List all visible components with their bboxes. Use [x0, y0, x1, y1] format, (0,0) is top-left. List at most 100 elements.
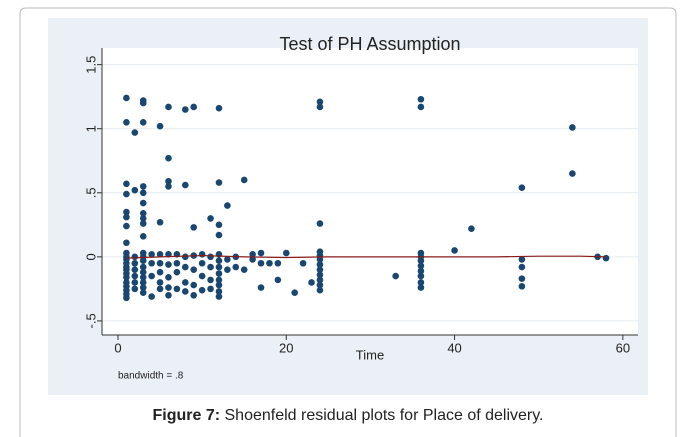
chart-title: Test of PH Assumption	[279, 34, 460, 54]
y-tick-label: 1.5	[83, 56, 98, 74]
point	[165, 177, 172, 185]
point	[274, 276, 282, 284]
point	[240, 266, 248, 273]
point	[182, 279, 189, 286]
point	[224, 202, 231, 209]
point	[224, 256, 231, 263]
point	[165, 291, 172, 299]
point	[417, 272, 425, 280]
point	[316, 261, 324, 268]
point	[123, 180, 130, 188]
point	[139, 215, 147, 222]
x-tick-label: 40	[447, 340, 461, 355]
point	[249, 250, 256, 258]
point	[198, 286, 206, 294]
point	[316, 281, 324, 289]
point	[207, 285, 214, 293]
point	[123, 213, 130, 221]
point	[207, 215, 214, 222]
point	[215, 288, 223, 295]
point	[131, 279, 139, 286]
point	[131, 129, 139, 136]
point	[190, 103, 198, 111]
x-tick-label: 20	[279, 340, 293, 355]
point	[316, 271, 324, 279]
point	[182, 181, 189, 189]
point	[257, 284, 265, 291]
point	[165, 183, 172, 190]
point	[316, 98, 324, 106]
point	[123, 294, 130, 302]
point	[215, 263, 223, 271]
point	[207, 263, 214, 271]
x-axis-label: Time	[356, 347, 384, 362]
point	[131, 253, 139, 261]
point	[190, 224, 198, 231]
point	[215, 221, 223, 229]
point	[518, 263, 526, 271]
point	[224, 266, 231, 273]
point	[156, 279, 164, 286]
point	[139, 268, 147, 276]
point	[240, 176, 248, 184]
point	[123, 190, 130, 198]
y-tick-label: 0	[83, 253, 98, 260]
point	[123, 274, 130, 281]
point	[215, 231, 223, 239]
y-tick-label: -.5	[83, 313, 98, 328]
point	[156, 218, 164, 226]
caption: Figure 7: Shoenfeld residual plots for P…	[153, 407, 544, 424]
point	[165, 103, 172, 111]
point	[139, 99, 147, 107]
y-tick-label: 1	[83, 125, 98, 132]
point	[451, 247, 458, 254]
point	[123, 208, 130, 216]
point	[417, 279, 425, 286]
figure-border	[19, 7, 677, 437]
point	[316, 286, 324, 294]
point	[215, 104, 223, 112]
point	[123, 94, 130, 102]
point	[215, 257, 223, 264]
point	[190, 266, 198, 273]
point	[131, 259, 139, 267]
point	[215, 276, 223, 284]
point	[249, 256, 256, 263]
point	[182, 263, 189, 271]
point	[165, 274, 172, 281]
point	[139, 257, 147, 264]
point	[156, 268, 164, 276]
point	[468, 225, 475, 232]
point	[123, 119, 130, 126]
point	[156, 122, 164, 130]
point	[257, 259, 265, 267]
smooth-line	[126, 254, 607, 259]
point	[417, 284, 425, 291]
point	[518, 184, 526, 191]
point	[156, 259, 164, 267]
caption-text: Shoenfeld residual plots for Place of de…	[220, 407, 543, 424]
point	[518, 283, 526, 290]
point	[569, 170, 576, 177]
point	[123, 222, 130, 230]
point	[569, 124, 576, 131]
point	[182, 106, 189, 113]
point	[165, 261, 172, 268]
note: bandwidth = .8	[118, 371, 184, 382]
point	[139, 289, 147, 297]
point	[392, 272, 399, 280]
point	[215, 281, 223, 289]
point	[139, 274, 147, 281]
point	[299, 259, 307, 267]
point	[131, 266, 139, 273]
point	[257, 249, 265, 257]
point	[215, 270, 223, 277]
point	[316, 256, 324, 263]
point	[316, 266, 324, 273]
point	[266, 259, 273, 267]
point	[417, 267, 425, 275]
point	[148, 293, 155, 300]
point	[173, 285, 181, 293]
point	[165, 284, 172, 291]
point	[148, 272, 155, 280]
